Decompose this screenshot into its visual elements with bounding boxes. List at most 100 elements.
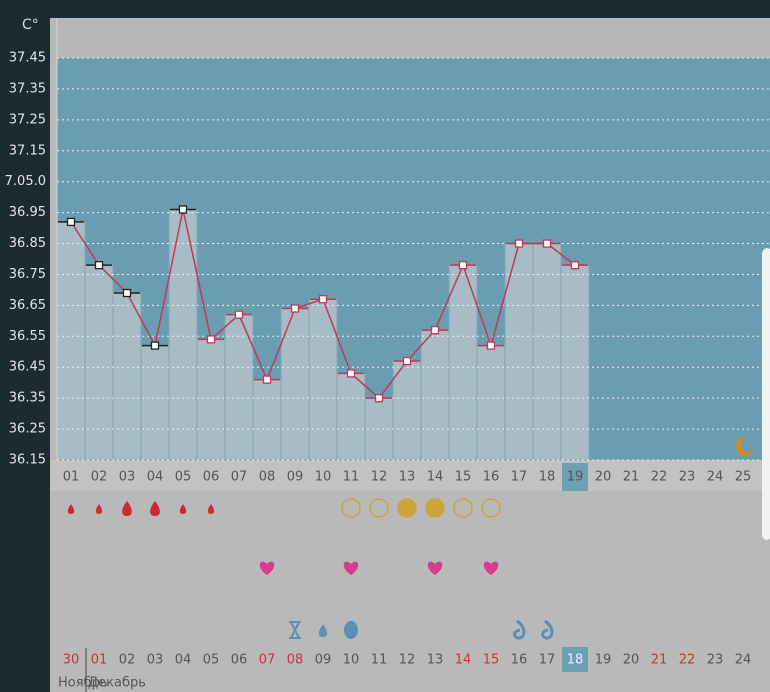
x-tick-label: 04 [147, 470, 164, 485]
x-tick-label: 06 [203, 470, 220, 485]
ovulation-icon [397, 498, 417, 518]
month-label: Ноябрь [58, 676, 107, 691]
marker [122, 288, 132, 298]
marker [206, 335, 216, 344]
marker [66, 217, 76, 227]
y-tick-label: 37.15 [9, 143, 46, 158]
drop-icon [95, 504, 103, 514]
test-icon [289, 621, 301, 639]
date: 14 [455, 653, 472, 668]
marker [150, 341, 160, 350]
bar [392, 360, 422, 461]
heart-icon [483, 561, 499, 575]
ovulation-icon [341, 498, 361, 518]
x-tick-label: 12 [371, 470, 388, 485]
month-label: Декабрь [88, 676, 146, 691]
x-tick-label: 07 [231, 470, 248, 485]
date: 13 [427, 653, 444, 668]
ovulation-icon [453, 498, 473, 518]
marker [542, 239, 552, 248]
y-tick-label: 7.05.0 [5, 174, 46, 189]
x-tick-label: 21 [623, 470, 640, 485]
date: 20 [623, 653, 640, 668]
drop-icon [179, 504, 187, 514]
bar [84, 264, 114, 461]
date: 08 [287, 653, 304, 668]
date: 17 [539, 653, 556, 668]
ovulation-icon [425, 498, 445, 518]
x-tick-label: 13 [399, 470, 416, 485]
drop-icon [207, 504, 215, 514]
date: 22 [679, 653, 696, 668]
date: 12 [399, 653, 416, 668]
moon-icon [736, 436, 754, 457]
marker [570, 261, 580, 270]
date: 09 [315, 653, 332, 668]
date: 10 [343, 653, 360, 668]
drop-icon [67, 504, 75, 514]
date: 21 [651, 653, 668, 668]
bar [252, 379, 282, 461]
bar [420, 329, 450, 461]
date: 04 [175, 653, 192, 668]
x-tick-label: 16 [483, 470, 500, 485]
y-tick-label: 37.45 [9, 51, 46, 66]
date: 03 [147, 653, 164, 668]
bar [56, 221, 86, 461]
marker [234, 310, 244, 319]
heart-icon [259, 561, 275, 575]
bar [140, 345, 170, 461]
discharge-icon [344, 621, 358, 639]
drop-small-icon [541, 619, 554, 640]
x-tick-label: 11 [343, 470, 360, 485]
x-tick-label: 19 [567, 470, 584, 485]
bar [560, 264, 590, 461]
chart-layer: 36.15 36.25 36.35 36.45 36.55 36.65 36.75 36.85… [5, 18, 770, 692]
x-tick-label: 05 [175, 470, 192, 485]
bar [532, 243, 562, 461]
date: 23 [707, 653, 724, 668]
y-tick-label: 36.55 [9, 329, 46, 344]
y-unit: C° [22, 17, 39, 33]
bar [280, 307, 310, 461]
ovulation-icon [481, 498, 501, 518]
marker [402, 356, 412, 366]
drop-icon [122, 501, 132, 516]
date: 24 [735, 653, 752, 668]
selected-date [562, 647, 588, 672]
y-tick-label: 36.25 [9, 422, 46, 437]
bar [224, 314, 254, 461]
x-tick-label: 18 [539, 470, 556, 485]
x-tick-label: 10 [315, 470, 332, 485]
y-tick-label: 36.65 [9, 298, 46, 313]
bar [504, 243, 534, 461]
marker [514, 239, 524, 248]
ovulation-icon [369, 498, 389, 518]
x-tick-label: 03 [119, 470, 136, 485]
marker [290, 304, 300, 313]
marker [94, 261, 104, 270]
date: 11 [371, 653, 388, 668]
heart-icon [427, 561, 443, 575]
heart-icon [343, 561, 359, 575]
marker [374, 394, 384, 403]
date: 16 [511, 653, 528, 668]
x-tick-label: 14 [427, 470, 444, 485]
y-tick-label: 36.15 [9, 453, 46, 468]
marker [262, 375, 272, 384]
bar [476, 345, 506, 461]
marker [430, 325, 440, 335]
y-tick-label: 36.45 [9, 360, 46, 375]
x-tick-label: 22 [651, 470, 668, 485]
y-tick-label: 36.95 [9, 205, 46, 220]
bar [112, 292, 142, 461]
y-tick-label: 37.25 [9, 112, 46, 127]
y-tick-label: 36.35 [9, 391, 46, 406]
marker [458, 261, 468, 270]
marker [346, 369, 356, 378]
date: 07 [259, 653, 276, 668]
date: 01 [91, 653, 108, 668]
selected-day [562, 463, 588, 491]
side-panel [762, 248, 770, 540]
